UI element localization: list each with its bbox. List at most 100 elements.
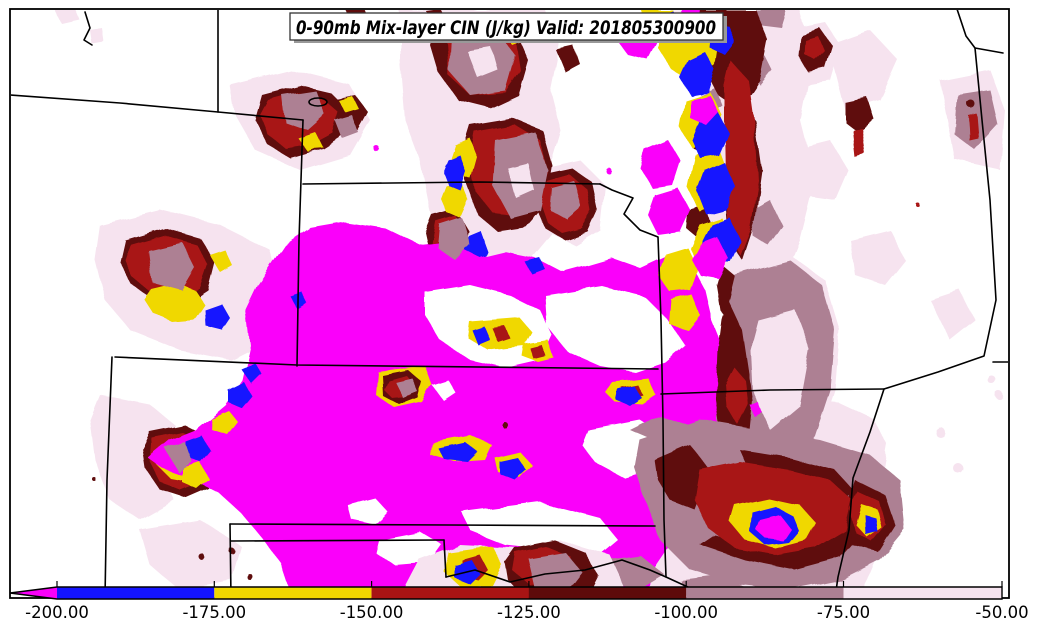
contour-region [750, 402, 762, 416]
contour-region [472, 326, 490, 345]
colorbar-label: -200.00 [25, 603, 89, 622]
contour-region [290, 292, 308, 310]
contour-region [90, 395, 175, 520]
title-box: 0-90mb Mix-layer CIN (J/kg) Valid: 20180… [289, 12, 727, 43]
contour-region [165, 442, 192, 472]
contour-region [630, 415, 690, 445]
contour-region [865, 515, 878, 535]
contour-region [246, 573, 252, 579]
colorbar-segment [843, 587, 1002, 599]
contour-region [692, 112, 728, 158]
colorbar-label: -125.00 [497, 603, 561, 622]
map-title: 0-90mb Mix-layer CIN (J/kg) Valid: 20180… [296, 17, 716, 39]
colorbar-labels: -200.00 -175.00 -150.00 -125.00 -100.00 … [25, 603, 1028, 622]
contour-region [530, 345, 546, 359]
colorbar-segment [686, 587, 844, 599]
contour-region [724, 60, 758, 255]
state-border-line [302, 181, 601, 185]
state-border-line [229, 523, 656, 527]
contour-region [550, 182, 582, 220]
contour-region [205, 304, 230, 330]
contour-region [790, 140, 848, 200]
contour-region [968, 113, 978, 140]
colorbar-label: -150.00 [340, 603, 404, 622]
state-border-line [445, 559, 713, 598]
contour-region [228, 382, 252, 408]
contour-region [443, 155, 466, 190]
state-border-layer [11, 10, 1008, 598]
colorbar-label: -75.00 [817, 603, 870, 622]
contour-region [752, 10, 788, 28]
colorbar-segment [57, 587, 215, 599]
contour-region [338, 96, 358, 112]
contour-region [692, 238, 728, 278]
colorbar-underflow-arrow [10, 587, 57, 599]
contour-region [210, 250, 232, 272]
contour-region [996, 392, 1004, 400]
colorbar-ticks [56, 581, 1003, 587]
contour-region [438, 218, 470, 260]
contour-region [468, 48, 498, 78]
contour-region [616, 386, 642, 406]
contour-region [440, 180, 468, 218]
state-border-line [443, 539, 447, 578]
contour-region [988, 376, 996, 384]
contour-region [200, 555, 206, 561]
contour-region [298, 132, 322, 152]
contour-region [607, 169, 613, 175]
contour-region [438, 442, 478, 462]
contour-region [373, 145, 379, 151]
contour-region [148, 242, 195, 290]
state-border-line [660, 388, 885, 395]
state-border-line [104, 356, 113, 598]
title-box-frame [289, 12, 724, 41]
contour-region [502, 422, 508, 428]
contour-region [852, 128, 866, 158]
contour-region [545, 286, 685, 372]
contour-region [953, 463, 963, 473]
contour-region [640, 140, 680, 188]
contour-region [508, 163, 534, 198]
state-border-line [308, 97, 328, 107]
contour-region [90, 28, 104, 44]
contour-region [698, 162, 734, 215]
state-border-line [956, 10, 1004, 54]
contour-region [968, 101, 976, 109]
colorbar-label: -100.00 [654, 603, 718, 622]
contour-region [916, 203, 920, 207]
state-border-line [599, 183, 667, 578]
colorbar-segment [214, 587, 372, 599]
contour-region [182, 462, 208, 488]
contour-region [756, 515, 790, 540]
contour-region [648, 188, 690, 235]
contour-region [186, 436, 210, 462]
contour-region [828, 30, 898, 110]
contour-region [935, 427, 945, 437]
state-border-line [229, 523, 232, 598]
colorbar-outline [9, 586, 1003, 600]
contour-region [680, 52, 715, 95]
contour-region [850, 230, 905, 285]
contour-region [93, 478, 97, 482]
contour-region [500, 458, 526, 480]
contour-region [556, 46, 580, 72]
contour-region [525, 258, 546, 275]
state-border-line [296, 119, 304, 367]
colorbar-segment [528, 587, 687, 599]
contour-region [210, 410, 238, 435]
contour-region [752, 200, 782, 245]
contour-region [804, 36, 824, 60]
contour-region [395, 378, 418, 398]
contour-region [726, 368, 748, 425]
contour-region [282, 90, 325, 130]
state-border-line [114, 356, 659, 370]
colorbar: -200.00 -175.00 -150.00 -125.00 -100.00 … [9, 581, 1029, 622]
colorbar-label: -50.00 [975, 603, 1028, 622]
colorbar-segment [371, 587, 529, 599]
state-border-line [83, 11, 93, 46]
state-border-line [11, 94, 304, 121]
contour-region [335, 115, 358, 138]
contour-region [462, 502, 618, 555]
